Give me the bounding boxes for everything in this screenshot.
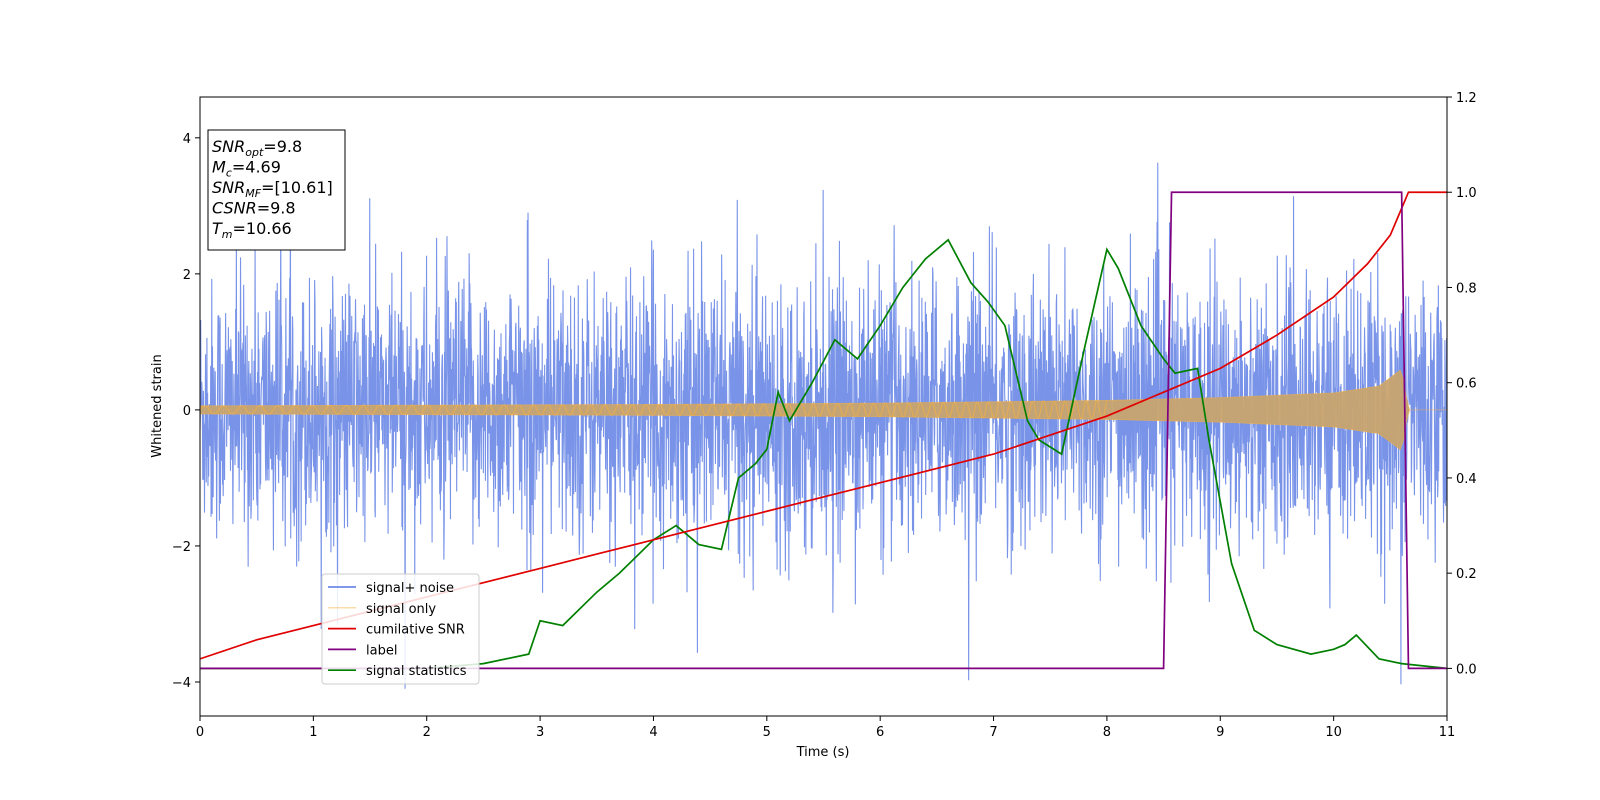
legend-label: label — [366, 643, 397, 658]
info-box-line: Tm=10.66 — [212, 219, 292, 241]
y-left-tick-label: −4 — [172, 676, 191, 691]
y-axis-label: Whitened strain — [150, 354, 165, 457]
legend-frame — [321, 573, 480, 685]
legend-label: signal statistics — [366, 664, 467, 679]
info-box-line: Mc=4.69 — [212, 158, 281, 180]
x-tick-label: 9 — [1216, 725, 1224, 740]
legend-label: signal only — [366, 602, 436, 617]
x-tick-label: 1 — [309, 725, 317, 740]
y-right-tick-label: 0.6 — [1456, 377, 1477, 392]
x-tick-label: 3 — [536, 725, 544, 740]
y-left-tick-label: −2 — [172, 540, 191, 555]
y-left-tick-label: 4 — [183, 132, 191, 147]
x-tick-label: 8 — [1103, 725, 1111, 740]
info-box-line: SNRMF=[10.61] — [212, 178, 333, 200]
info-box-line: SNRopt=9.8 — [212, 137, 302, 159]
x-tick-label: 2 — [423, 725, 431, 740]
legend-label: cumilative SNR — [366, 623, 465, 638]
y-right-tick-label: 0.4 — [1456, 472, 1477, 487]
legend-label: signal+ noise — [366, 581, 454, 596]
info-box-line: CSNR=9.8 — [212, 199, 296, 218]
x-tick-label: 11 — [1439, 725, 1456, 740]
x-tick-label: 5 — [763, 725, 771, 740]
x-tick-label: 6 — [876, 725, 884, 740]
x-axis-label: Time (s) — [796, 745, 850, 760]
x-tick-label: 4 — [649, 725, 657, 740]
y-right-tick-label: 0.2 — [1456, 567, 1477, 582]
info-box-frame — [207, 129, 346, 251]
y-right-tick-label: 0.8 — [1456, 281, 1477, 296]
series-signal-only — [200, 369, 1447, 451]
plot-frame — [199, 96, 1448, 717]
legend: signal+ noise signal only cumilative SNR la… — [321, 573, 480, 685]
series-label — [200, 191, 1447, 670]
y-right-tick-label: 1.2 — [1456, 91, 1477, 106]
axes: 0 1 2 3 4 5 6 7 8 9 10 11 −4 −2 0 2 4 0.0 0.2 0.4 0.6 0.8 1.0 1… — [172, 91, 1477, 740]
y-right-tick-label: 0.0 — [1456, 662, 1477, 677]
x-tick-label: 7 — [989, 725, 997, 740]
x-tick-label: 10 — [1325, 725, 1342, 740]
info-box: SNRopt=9.8Mc=4.69SNRMF=[10.61]CSNR=9.8Tm… — [207, 129, 346, 251]
x-tick-label: 0 — [196, 725, 204, 740]
series-signal-only-wave — [200, 399, 1108, 421]
y-left-tick-label: 2 — [183, 268, 191, 283]
y-left-tick-label: 0 — [183, 404, 191, 419]
series-signal-statistics — [200, 238, 1447, 670]
y-right-tick-label: 1.0 — [1456, 186, 1477, 201]
